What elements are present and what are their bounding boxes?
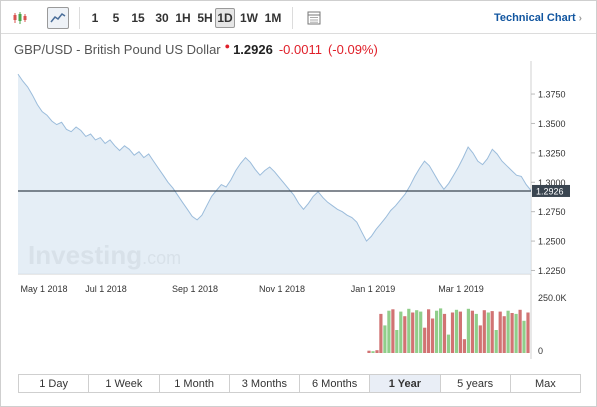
x-tick-label: Sep 1 2018 (172, 284, 218, 294)
technical-chart-label: Technical Chart (493, 12, 576, 24)
volume-bar (439, 308, 443, 353)
x-tick-label: May 1 2018 (20, 284, 67, 294)
volume-bar (395, 330, 399, 353)
volume-bar (407, 308, 411, 353)
y-tick-label: 1.3750 (538, 90, 566, 100)
range-5-years[interactable]: 5 years (440, 375, 511, 392)
x-tick-label: Jul 1 2018 (85, 284, 127, 294)
price-change: -0.0011 (278, 42, 322, 57)
volume-bar (391, 309, 395, 353)
price-area (18, 74, 531, 274)
volume-bar (490, 311, 494, 353)
current-price-tag (532, 184, 570, 197)
interval-1w[interactable]: 1W (240, 11, 258, 25)
volume-bar (498, 311, 502, 353)
volume-bar (458, 311, 462, 353)
volume-bar (379, 313, 383, 353)
volume-bar (510, 313, 514, 353)
volume-bar (474, 313, 478, 353)
volume-bar (518, 309, 522, 353)
x-tick-label: Mar 1 2019 (438, 284, 484, 294)
volume-bar (494, 330, 498, 353)
volume-bar (423, 327, 427, 353)
volume-bar (399, 311, 403, 353)
volume-bar (431, 318, 435, 353)
price-change-pct: (-0.09%) (327, 42, 378, 57)
volume-bar (462, 339, 466, 353)
volume-bar (387, 310, 391, 353)
volume-bar (446, 334, 451, 353)
interval-5[interactable]: 5 (112, 11, 120, 25)
current-price-label: 1.2926 (536, 186, 564, 196)
interval-30[interactable]: 30 (155, 11, 169, 25)
range-1-day[interactable]: 1 Day (19, 375, 90, 392)
y-tick-label: 1.3250 (538, 148, 566, 158)
volume-bar (506, 310, 510, 353)
volume-bar (502, 316, 506, 353)
interval-1m[interactable]: 1M (264, 11, 282, 25)
interval-5h[interactable]: 5H (197, 11, 213, 25)
volume-bar (526, 312, 530, 353)
grid-table-icon[interactable] (303, 7, 325, 29)
volume-bar (415, 310, 419, 353)
y-tick-label: 1.3500 (538, 119, 566, 129)
range-1-month[interactable]: 1 Month (159, 375, 230, 392)
instrument-header: GBP/USD - British Pound US Dollar ● 1.2926… (14, 41, 378, 57)
volume-axis-label: 250.0K (538, 293, 567, 303)
interval-1h[interactable]: 1H (175, 11, 191, 25)
interval-1[interactable]: 1 (91, 11, 99, 25)
range-max[interactable]: Max (510, 375, 580, 392)
x-tick-label: Jan 1 2019 (351, 284, 396, 294)
volume-bar (454, 309, 459, 353)
range-1-week[interactable]: 1 Week (89, 375, 160, 392)
toolbar-divider (292, 7, 293, 29)
volume-axis-label: 0 (538, 346, 543, 356)
volume-bar (522, 320, 526, 353)
volume-bar (486, 312, 490, 353)
volume-bar (427, 309, 431, 353)
time-range-selector: 1 Day 1 Week 1 Month 3 Months 6 Months 1 Year… (18, 374, 581, 393)
range-1-year[interactable]: 1 Year (370, 375, 441, 392)
volume-bar (514, 313, 518, 353)
volume-bar (478, 325, 482, 353)
technical-chart-link[interactable]: Technical Chart › (494, 12, 582, 24)
last-price: 1.2926 (233, 42, 273, 57)
x-tick-label: Nov 1 2018 (259, 284, 305, 294)
range-6-months[interactable]: 6 Months (300, 375, 371, 392)
candlestick-icon[interactable] (9, 7, 31, 29)
volume-bar (419, 311, 423, 353)
y-tick-label: 1.2750 (538, 207, 566, 217)
area-chart-icon[interactable] (47, 7, 69, 29)
live-dot-icon: ● (224, 41, 231, 51)
volume-bar (375, 350, 379, 353)
volume-bar (482, 310, 486, 353)
volume-bar (466, 308, 470, 353)
y-tick-label: 1.2250 (538, 266, 566, 276)
volume-bar (470, 310, 474, 353)
volume-bar (435, 310, 439, 353)
volume-bar (442, 313, 447, 353)
y-tick-label: 1.3000 (538, 178, 566, 188)
volume-bar (411, 312, 415, 353)
range-3-months[interactable]: 3 Months (229, 375, 300, 392)
y-tick-label: 1.2500 (538, 237, 566, 247)
interval-1d[interactable]: 1D (215, 8, 235, 28)
volume-bar (383, 325, 387, 353)
price-line (17, 73, 532, 242)
volume-bar (450, 312, 455, 353)
volume-bar (403, 316, 407, 353)
chart-toolbar: 1 5 15 30 1H 5H 1D 1W 1M Technical Chart › (1, 1, 596, 34)
volume-bar (367, 350, 371, 353)
chevron-right-icon: › (578, 13, 582, 24)
volume-bar (371, 351, 375, 353)
interval-15[interactable]: 15 (131, 11, 145, 25)
instrument-name: GBP/USD - British Pound US Dollar (14, 42, 221, 57)
toolbar-divider (79, 7, 80, 29)
